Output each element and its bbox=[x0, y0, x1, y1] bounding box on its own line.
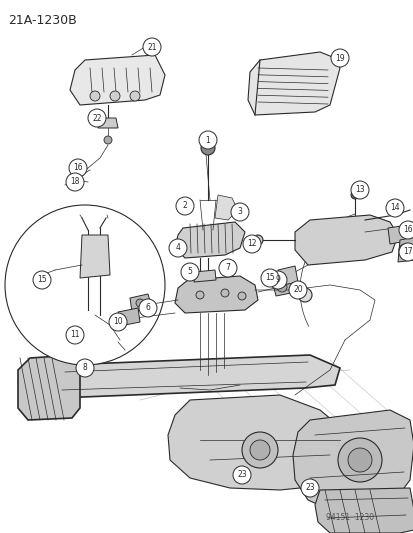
Polygon shape bbox=[214, 195, 237, 220]
Circle shape bbox=[350, 191, 358, 199]
Circle shape bbox=[142, 38, 161, 56]
Text: 21A-1230B: 21A-1230B bbox=[8, 14, 76, 27]
Circle shape bbox=[90, 91, 100, 101]
Text: 18: 18 bbox=[70, 177, 80, 187]
Polygon shape bbox=[397, 237, 413, 262]
Polygon shape bbox=[42, 355, 339, 398]
Text: 4: 4 bbox=[175, 244, 180, 253]
Circle shape bbox=[5, 205, 165, 365]
Text: 14: 14 bbox=[389, 204, 399, 213]
Text: 9: 9 bbox=[275, 276, 280, 285]
Circle shape bbox=[330, 49, 348, 67]
Text: 1: 1 bbox=[205, 135, 210, 144]
Text: 94151  1230: 94151 1230 bbox=[325, 513, 373, 522]
Circle shape bbox=[221, 289, 228, 297]
Text: 23: 23 bbox=[237, 471, 246, 480]
Circle shape bbox=[195, 291, 204, 299]
Text: 16: 16 bbox=[402, 225, 412, 235]
Text: 21: 21 bbox=[147, 43, 157, 52]
Circle shape bbox=[252, 235, 262, 245]
Polygon shape bbox=[294, 215, 397, 265]
Circle shape bbox=[201, 141, 214, 155]
Circle shape bbox=[260, 269, 278, 287]
Circle shape bbox=[398, 244, 410, 256]
Circle shape bbox=[297, 288, 311, 302]
Circle shape bbox=[276, 282, 286, 292]
Circle shape bbox=[88, 109, 106, 127]
Text: 20: 20 bbox=[292, 286, 302, 295]
Text: 13: 13 bbox=[354, 185, 364, 195]
Text: 12: 12 bbox=[247, 239, 256, 248]
Circle shape bbox=[180, 263, 199, 281]
Circle shape bbox=[104, 136, 112, 144]
Text: 5: 5 bbox=[187, 268, 192, 277]
Circle shape bbox=[237, 292, 245, 300]
Text: 15: 15 bbox=[37, 276, 47, 285]
Circle shape bbox=[218, 259, 236, 277]
Text: 7: 7 bbox=[225, 263, 230, 272]
Polygon shape bbox=[175, 276, 257, 313]
Text: 15: 15 bbox=[265, 273, 274, 282]
Polygon shape bbox=[277, 266, 297, 286]
Circle shape bbox=[350, 181, 368, 199]
Circle shape bbox=[176, 197, 194, 215]
Polygon shape bbox=[247, 52, 339, 115]
Circle shape bbox=[242, 432, 277, 468]
Circle shape bbox=[300, 479, 318, 497]
Circle shape bbox=[249, 440, 269, 460]
Circle shape bbox=[288, 281, 306, 299]
Circle shape bbox=[76, 359, 94, 377]
Circle shape bbox=[109, 313, 127, 331]
Polygon shape bbox=[80, 235, 110, 278]
Text: 3: 3 bbox=[237, 207, 242, 216]
Text: 6: 6 bbox=[145, 303, 150, 312]
Text: 23: 23 bbox=[304, 483, 314, 492]
Polygon shape bbox=[130, 294, 152, 312]
Circle shape bbox=[347, 448, 371, 472]
Circle shape bbox=[130, 91, 140, 101]
Circle shape bbox=[69, 159, 87, 177]
Polygon shape bbox=[271, 278, 295, 296]
Circle shape bbox=[169, 239, 187, 257]
Circle shape bbox=[230, 203, 248, 221]
Polygon shape bbox=[194, 270, 216, 282]
Polygon shape bbox=[175, 222, 244, 258]
Polygon shape bbox=[292, 410, 413, 512]
Circle shape bbox=[385, 199, 403, 217]
Polygon shape bbox=[70, 55, 165, 105]
Circle shape bbox=[398, 243, 413, 261]
Polygon shape bbox=[18, 355, 80, 420]
Polygon shape bbox=[98, 118, 118, 128]
Circle shape bbox=[233, 466, 250, 484]
Circle shape bbox=[139, 299, 157, 317]
Text: 19: 19 bbox=[335, 53, 344, 62]
Text: 17: 17 bbox=[402, 247, 412, 256]
Polygon shape bbox=[168, 395, 359, 490]
Circle shape bbox=[242, 235, 260, 253]
Polygon shape bbox=[314, 488, 413, 533]
Text: 10: 10 bbox=[113, 318, 123, 327]
Text: 8: 8 bbox=[83, 364, 87, 373]
Circle shape bbox=[398, 221, 413, 239]
Text: 11: 11 bbox=[70, 330, 80, 340]
Circle shape bbox=[337, 438, 381, 482]
Text: 22: 22 bbox=[92, 114, 102, 123]
Text: 16: 16 bbox=[73, 164, 83, 173]
Circle shape bbox=[33, 271, 51, 289]
Circle shape bbox=[110, 91, 120, 101]
Circle shape bbox=[199, 131, 216, 149]
Circle shape bbox=[136, 299, 144, 307]
Text: 2: 2 bbox=[182, 201, 187, 211]
Polygon shape bbox=[118, 308, 140, 326]
Circle shape bbox=[66, 326, 84, 344]
Circle shape bbox=[268, 271, 286, 289]
Circle shape bbox=[36, 273, 44, 281]
Circle shape bbox=[71, 175, 81, 185]
Polygon shape bbox=[387, 225, 411, 244]
Circle shape bbox=[66, 173, 84, 191]
